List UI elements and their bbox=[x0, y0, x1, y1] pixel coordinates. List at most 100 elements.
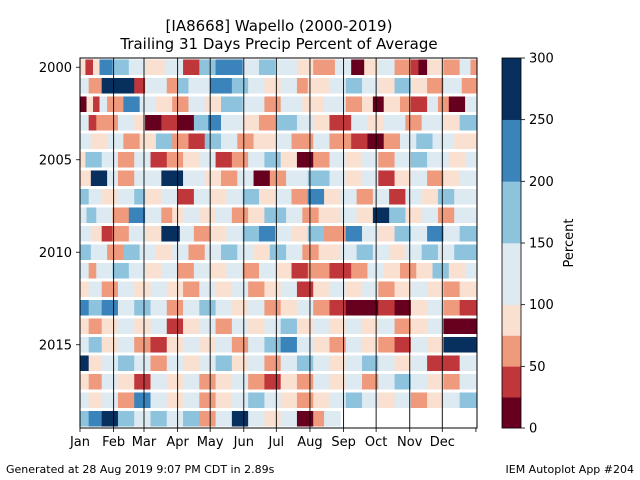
heatmap-cell bbox=[80, 96, 87, 113]
heatmap-cell bbox=[210, 77, 233, 94]
heatmap-cell bbox=[199, 59, 216, 76]
chart-subtitle: Trailing 31 Days Precip Percent of Avera… bbox=[119, 35, 437, 53]
heatmap-cell bbox=[210, 225, 227, 242]
heatmap-cell bbox=[296, 392, 314, 409]
heatmap-cell bbox=[313, 133, 330, 150]
heatmap-cell bbox=[258, 225, 276, 242]
heatmap-cell bbox=[183, 410, 200, 427]
heatmap-cell bbox=[193, 188, 211, 205]
heatmap-cell bbox=[150, 336, 168, 353]
heatmap-cell bbox=[215, 355, 233, 372]
heatmap-cell bbox=[85, 59, 94, 76]
heatmap-cell bbox=[448, 262, 466, 279]
heatmap-cell bbox=[307, 170, 330, 187]
heatmap-cell bbox=[421, 207, 439, 224]
heatmap-cell bbox=[329, 318, 347, 335]
heatmap-cell bbox=[313, 355, 330, 372]
heatmap-cell bbox=[389, 207, 406, 224]
heatmap-cell bbox=[134, 318, 151, 335]
heatmap-cell bbox=[80, 207, 87, 224]
heatmap-cell bbox=[134, 77, 146, 94]
heatmap-cell bbox=[378, 59, 395, 76]
heatmap-cell bbox=[253, 244, 271, 261]
heatmap-cell bbox=[296, 336, 314, 353]
x-tick-label: Mar bbox=[132, 435, 157, 450]
x-tick-label: Feb bbox=[102, 435, 125, 450]
colorbar-tick-label: 0 bbox=[529, 422, 537, 437]
heatmap-cell bbox=[405, 114, 423, 131]
heatmap-cell bbox=[345, 170, 363, 187]
heatmap-cell bbox=[461, 77, 478, 94]
heatmap-cell bbox=[307, 262, 330, 279]
heatmap-cell bbox=[264, 281, 282, 298]
heatmap-cell bbox=[264, 410, 282, 427]
heatmap-cell bbox=[378, 281, 395, 298]
heatmap-cell bbox=[410, 151, 428, 168]
chart-title: [IA8668] Wapello (2000-2019) bbox=[166, 17, 393, 35]
heatmap-cell bbox=[356, 207, 374, 224]
heatmap-cell bbox=[296, 299, 314, 316]
heatmap-cell bbox=[117, 336, 135, 353]
heatmap-cell bbox=[123, 96, 141, 113]
heatmap-cell bbox=[145, 170, 162, 187]
month-divider-lines bbox=[113, 58, 443, 428]
heatmap-cell bbox=[96, 262, 113, 279]
heatmap-cell bbox=[313, 373, 330, 390]
heatmap-cell bbox=[394, 151, 412, 168]
heatmap-cell bbox=[231, 410, 249, 427]
heatmap-cell bbox=[155, 244, 173, 261]
heatmap-cell bbox=[183, 207, 200, 224]
heatmap-cell bbox=[318, 244, 341, 261]
heatmap-cell bbox=[88, 281, 103, 298]
heatmap-cell bbox=[221, 170, 238, 187]
heatmap-cell bbox=[383, 262, 401, 279]
heatmap-cell bbox=[80, 151, 86, 168]
heatmap-cell bbox=[248, 281, 265, 298]
heatmap-cell bbox=[443, 170, 461, 187]
heatmap-cell bbox=[134, 151, 151, 168]
heatmap-cell bbox=[345, 392, 363, 409]
heatmap-cell bbox=[101, 188, 119, 205]
heatmap-cell bbox=[302, 96, 325, 113]
heatmap-cell bbox=[117, 355, 135, 372]
heatmap-cell bbox=[340, 207, 357, 224]
heatmap-cell bbox=[253, 170, 271, 187]
heatmap-cell bbox=[117, 170, 135, 187]
heatmap-cell bbox=[161, 262, 179, 279]
colorbar-tick-label: 300 bbox=[529, 52, 554, 67]
heatmap-cell bbox=[296, 114, 314, 131]
heatmap-cell bbox=[112, 59, 130, 76]
heatmap-cell bbox=[383, 96, 401, 113]
heatmap-cell bbox=[372, 207, 390, 224]
heatmap-cell bbox=[90, 133, 108, 150]
heatmap-cell bbox=[362, 336, 379, 353]
heatmap-cell bbox=[80, 392, 90, 409]
heatmap-cell bbox=[329, 262, 352, 279]
heatmap-cell bbox=[427, 392, 444, 409]
colorbar-tick-label: 200 bbox=[529, 175, 554, 190]
heatmap-cell bbox=[405, 207, 423, 224]
heatmap-cell bbox=[117, 114, 135, 131]
heatmap-cell bbox=[112, 225, 130, 242]
colorbar-swatch bbox=[502, 335, 521, 367]
heatmap-cell bbox=[101, 77, 119, 94]
heatmap-cell bbox=[117, 281, 135, 298]
heatmap-cell bbox=[345, 355, 363, 372]
heatmap-cell bbox=[199, 281, 216, 298]
heatmap-cell bbox=[199, 336, 216, 353]
heatmap-cell bbox=[139, 96, 157, 113]
heatmap-cell bbox=[193, 262, 211, 279]
heatmap-cell bbox=[329, 355, 347, 372]
heatmap-cell bbox=[188, 96, 206, 113]
heatmap-cell bbox=[215, 318, 233, 335]
heatmap-cell bbox=[383, 133, 401, 150]
heatmap-cell bbox=[215, 281, 233, 298]
heatmap-cell bbox=[372, 188, 390, 205]
heatmap-cell bbox=[394, 318, 412, 335]
heatmap-cell bbox=[307, 188, 325, 205]
heatmap-cell bbox=[275, 114, 298, 131]
heatmap-cell bbox=[345, 299, 363, 316]
heatmap-cell bbox=[107, 96, 124, 113]
heatmap-cell bbox=[183, 59, 200, 76]
heatmap-cell bbox=[296, 281, 314, 298]
